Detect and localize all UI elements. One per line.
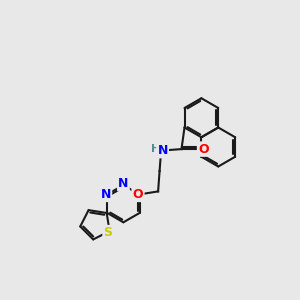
Text: S: S — [103, 226, 112, 239]
Text: H: H — [151, 144, 160, 154]
Text: N: N — [158, 144, 168, 157]
Text: N: N — [118, 177, 129, 190]
Text: O: O — [133, 188, 143, 201]
Text: O: O — [198, 142, 209, 156]
Text: N: N — [100, 188, 111, 201]
